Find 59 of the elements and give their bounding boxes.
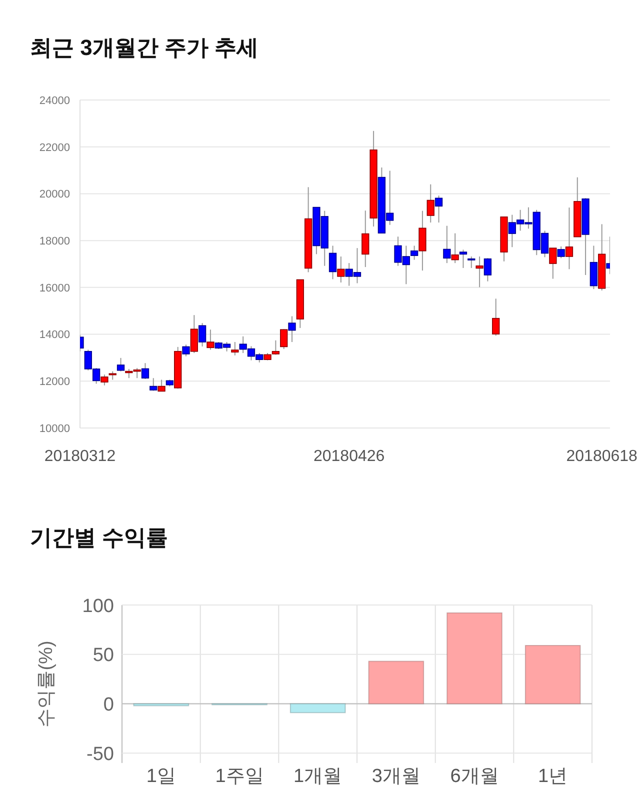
candlestick (158, 379, 166, 392)
bar (446, 612, 502, 704)
x-tick-label: 20180618 (566, 448, 638, 465)
y-tick-label: 22000 (39, 142, 70, 154)
y-tick-label: -50 (86, 744, 114, 765)
x-tick-label: 3개월 (372, 766, 420, 787)
x-tick-label: 6개월 (450, 766, 499, 787)
candlestick (288, 316, 296, 343)
candlestick (272, 340, 280, 356)
candlestick (459, 249, 468, 268)
y-tick-label: 14000 (39, 329, 70, 342)
y-tick-label: 18000 (39, 236, 70, 248)
candlestick (206, 329, 214, 350)
y-tick-label: 50 (92, 645, 114, 666)
candlestick (190, 314, 198, 354)
candlestick (182, 344, 190, 357)
x-tick-label: 1년 (538, 766, 568, 787)
candlestick (549, 248, 557, 280)
candlestick (426, 184, 434, 224)
candlestick (476, 256, 484, 288)
candlestick (590, 245, 598, 290)
candlestick (492, 298, 500, 336)
candlestick (468, 256, 476, 268)
y-tick-label: 12000 (39, 376, 70, 388)
y-tick-label: 16000 (39, 282, 70, 294)
y-tick-label: 10000 (39, 422, 70, 435)
candlestick (443, 225, 451, 264)
candlestick (434, 195, 443, 224)
candlestick (418, 210, 426, 272)
x-tick-label: 1주일 (215, 766, 264, 787)
candlestick (328, 245, 337, 280)
y-tick-label: 100 (82, 596, 114, 617)
chart-title: 최근 3개월간 주가 추세 (30, 35, 259, 60)
candlestick (100, 374, 108, 386)
candlestick (337, 256, 345, 284)
y-axis-title: 수익률(%) (36, 640, 57, 728)
candlestick (198, 322, 206, 347)
bar (524, 644, 581, 704)
chart-title: 기간별 수익률 (30, 525, 168, 550)
x-tick-label: 1일 (146, 766, 176, 787)
y-tick-label: 0 (103, 694, 114, 716)
candlestick (141, 362, 150, 380)
bar (368, 660, 424, 704)
candlestick (362, 210, 370, 268)
candlestick (410, 245, 418, 260)
x-tick-label: 20180426 (313, 448, 385, 465)
y-tick-label: 20000 (39, 188, 70, 201)
bar (290, 703, 346, 714)
candlestick (280, 328, 288, 350)
candlestick (231, 342, 239, 356)
y-tick-label: 24000 (39, 94, 70, 107)
candlestick (484, 258, 492, 282)
candlestick (451, 232, 459, 264)
candlestick (116, 357, 125, 372)
candlestick (565, 207, 574, 270)
candlestick (150, 378, 158, 392)
candlestick (557, 246, 565, 259)
x-tick-label: 20180312 (44, 448, 116, 465)
x-tick-label: 1개월 (294, 766, 342, 787)
